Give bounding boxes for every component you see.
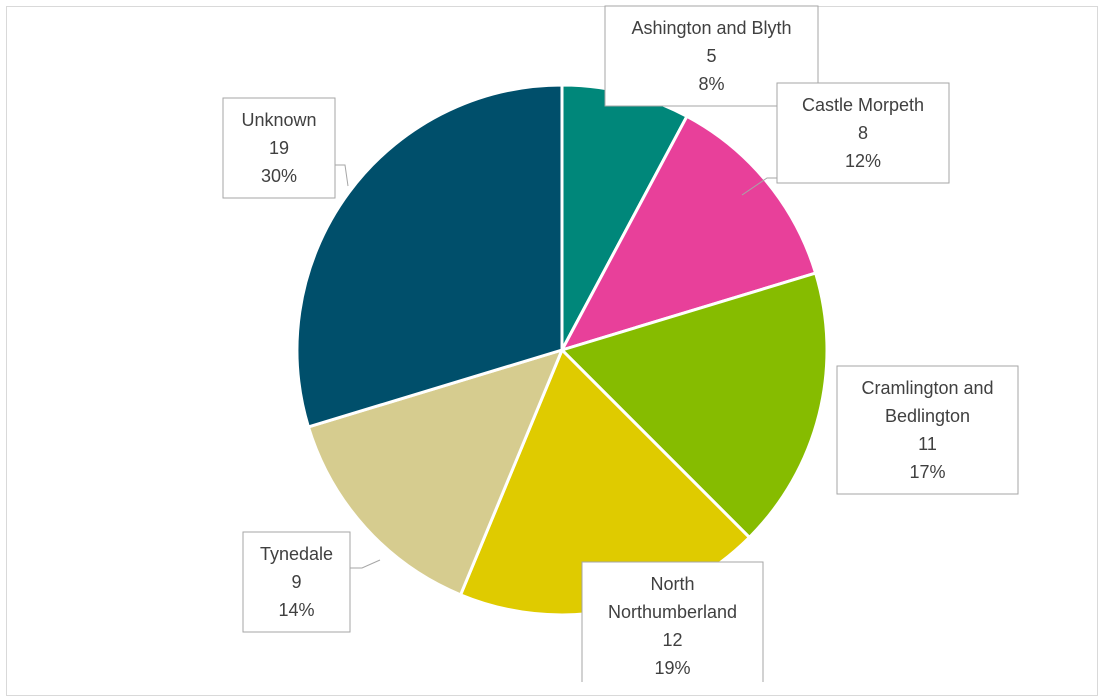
data-label-value: 19 [269, 138, 289, 158]
data-label-category: Bedlington [885, 406, 970, 426]
data-label-tynedale: Tynedale 9 14% [242, 531, 351, 633]
data-label-box [776, 82, 950, 184]
data-label-value: 12 [662, 630, 682, 650]
data-label-percent: 19% [654, 658, 690, 678]
data-label-category: Cramlington and [861, 378, 993, 398]
data-label-category: Castle Morpeth [802, 95, 924, 115]
data-label-box [581, 561, 764, 682]
pie-slice-unknown [295, 83, 564, 429]
data-label-unknown: Unknown 19 30% [222, 97, 336, 199]
data-label-value: 11 [918, 434, 937, 454]
pie-slice-tynedale [306, 347, 565, 597]
leader-lines [335, 164, 777, 569]
data-label-percent: 17% [909, 462, 945, 482]
data-label-percent: 14% [278, 600, 314, 620]
pie-chart: Ashington and Blyth 5 8% Castle Morpeth 8 12%… [222, 5, 1019, 682]
data-labels: Ashington and Blyth 5 8% Castle Morpeth 8 12%… [222, 5, 1019, 682]
data-label-category: Northumberland [608, 602, 737, 622]
pie-slices [295, 83, 829, 617]
data-label-percent: 12% [845, 151, 881, 171]
data-label-category: Ashington and Blyth [631, 18, 791, 38]
data-label-value: 9 [291, 572, 301, 592]
data-label-castle-morpeth: Castle Morpeth 8 12% [776, 82, 950, 184]
data-label-box [222, 97, 336, 199]
data-label-percent: 30% [261, 166, 297, 186]
data-label-value: 5 [706, 46, 716, 66]
pie-slice-cramlington-and-bedlington [559, 271, 829, 540]
data-label-category: North [650, 574, 694, 594]
data-label-category: Tynedale [260, 544, 333, 564]
data-label-cramlington-and-bedlington: Cramlington and Bedlington 11 17% [836, 365, 1019, 495]
data-label-value: 8 [858, 123, 868, 143]
data-label-percent: 8% [698, 74, 724, 94]
leader-line-tynedale [350, 559, 381, 569]
data-label-box [836, 365, 1019, 495]
leader-line-castle-morpeth [741, 177, 777, 196]
data-label-north-northumberland: North Northumberland 12 19% [581, 561, 764, 682]
leader-line-unknown [335, 164, 349, 187]
data-label-box [242, 531, 351, 633]
data-label-category: Unknown [241, 110, 316, 130]
